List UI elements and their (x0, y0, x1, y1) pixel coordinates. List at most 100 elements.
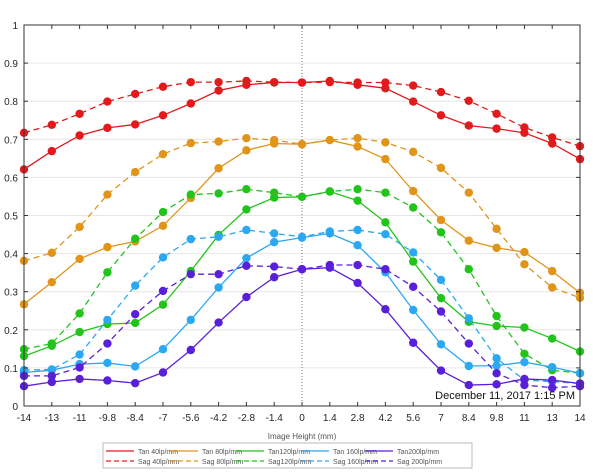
data-point (436, 228, 446, 237)
y-tick-label: 0.8 (4, 97, 18, 108)
data-point (436, 340, 446, 349)
data-point (520, 349, 529, 359)
data-point (464, 361, 473, 371)
x-tick-label: 0 (299, 413, 305, 424)
data-point (381, 138, 390, 147)
data-point (214, 137, 223, 146)
data-point (103, 315, 112, 325)
data-point (381, 78, 390, 87)
data-point (492, 224, 501, 234)
data-point (464, 339, 473, 348)
y-tick-label: 0.2 (4, 326, 18, 337)
legend-label: Tan 80lp/mm (202, 449, 242, 456)
data-point (520, 323, 529, 332)
legend: Tan 40lp/mm Tan 80lp/mm Tan120lp/mm Tan 160… (102, 442, 473, 469)
data-point (186, 345, 195, 355)
data-point (381, 229, 390, 239)
data-point (548, 383, 557, 392)
x-tick-label: 5.6 (406, 413, 420, 424)
data-point (492, 109, 501, 118)
data-point (131, 281, 140, 290)
x-tick-label: -2.8 (238, 413, 256, 424)
data-point (520, 247, 529, 257)
data-point (47, 248, 56, 258)
data-point (103, 190, 112, 199)
data-point (158, 286, 168, 296)
data-point (103, 123, 112, 133)
timestamp-annotation: December 11, 2017 1:15 PM (435, 390, 575, 402)
data-point (158, 368, 168, 377)
data-point (409, 81, 418, 90)
data-point (436, 366, 446, 375)
data-point (353, 185, 362, 194)
data-point (325, 227, 334, 236)
data-point (353, 260, 362, 270)
data-point (131, 309, 140, 319)
data-point (270, 135, 279, 145)
data-point (47, 377, 56, 387)
data-point (270, 237, 279, 247)
data-point (47, 120, 56, 130)
data-point (520, 260, 529, 269)
data-point (548, 266, 557, 276)
data-point (381, 188, 390, 197)
x-tick-label: 4.2 (378, 413, 392, 424)
data-point (325, 187, 334, 196)
data-point (242, 76, 251, 86)
data-point (270, 262, 279, 271)
data-point (492, 243, 501, 253)
data-point (409, 248, 418, 257)
data-point (409, 338, 418, 347)
x-tick-label: 13 (547, 413, 559, 424)
data-point (158, 345, 168, 354)
legend-label: Tan 40lp/mm (138, 449, 178, 456)
data-point (242, 185, 251, 194)
data-point (214, 269, 223, 279)
data-point (131, 318, 140, 328)
y-tick-label: 0.9 (4, 59, 18, 70)
data-point (436, 215, 446, 225)
data-point (353, 133, 362, 143)
data-point (47, 146, 56, 156)
data-point (325, 260, 334, 270)
x-axis-label: Image Height (mm) (268, 432, 337, 441)
x-tick-label: 9.8 (490, 413, 504, 424)
data-point (75, 374, 84, 384)
data-point (242, 225, 251, 235)
data-point (75, 109, 84, 118)
data-point (297, 232, 307, 242)
data-point (409, 147, 418, 157)
data-point (464, 188, 473, 197)
legend-label: Sag 80lp/mm (202, 459, 243, 466)
data-point (381, 265, 390, 274)
data-point (270, 77, 279, 87)
data-point (353, 142, 362, 151)
legend-label: Tan120lp/mm (268, 449, 310, 456)
data-point (75, 350, 84, 359)
data-point (75, 309, 84, 318)
data-point (520, 357, 529, 367)
y-tick-label: 1 (12, 21, 18, 32)
data-point (409, 97, 418, 106)
data-point (464, 314, 473, 323)
data-point (436, 275, 446, 285)
data-point (186, 269, 195, 279)
data-point (186, 138, 195, 148)
data-point (75, 131, 84, 140)
data-point (214, 77, 223, 87)
data-point (131, 234, 140, 243)
data-point (158, 111, 168, 120)
data-point (436, 87, 446, 97)
data-point (520, 123, 529, 132)
data-point (409, 203, 418, 212)
x-tick-label: -1.4 (266, 413, 284, 424)
data-point (103, 376, 112, 385)
data-point (353, 196, 362, 205)
legend-box (102, 442, 473, 469)
x-tick-label: -8.4 (127, 413, 145, 424)
data-point (214, 164, 223, 173)
x-tick-label: 7 (438, 413, 444, 424)
data-point (47, 339, 56, 348)
x-tick-label: 1.4 (323, 413, 337, 424)
